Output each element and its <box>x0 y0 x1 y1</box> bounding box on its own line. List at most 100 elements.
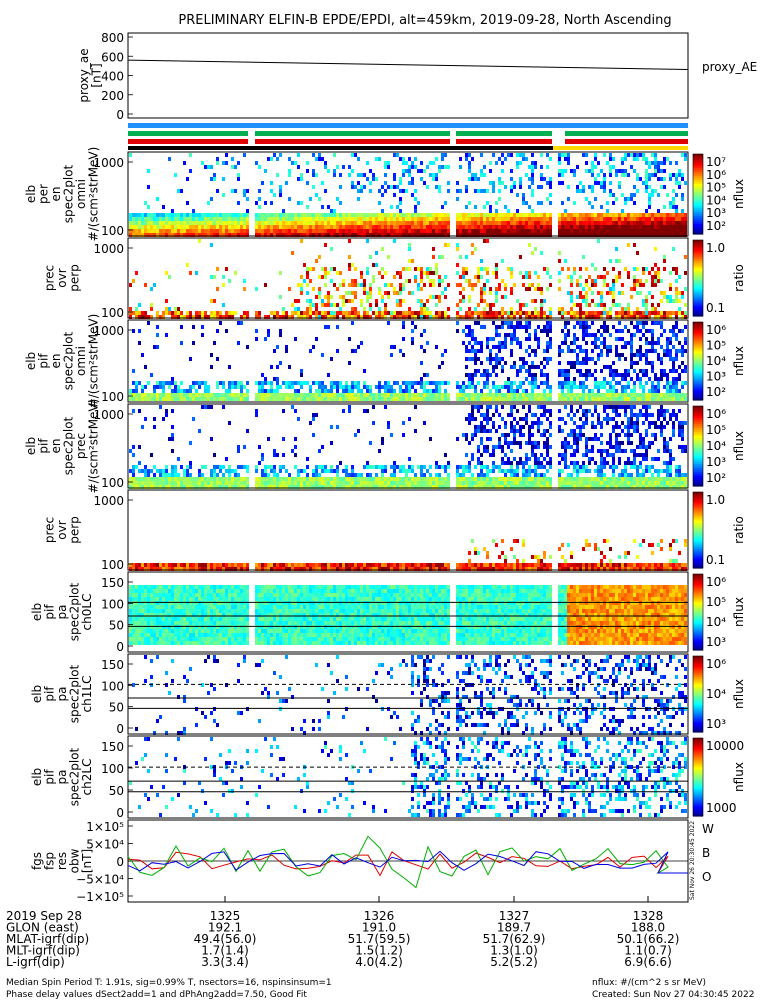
panel-e_perp_omni-cell <box>129 229 132 233</box>
panel-e_pif_prec-cell <box>498 469 501 473</box>
panel-e_pif_omni-cell <box>486 341 489 345</box>
panel-e_prec_ovr_perp-cell <box>300 311 303 315</box>
panel-e_pif_prec-cell <box>480 473 483 477</box>
panel-e_pif_omni-cell <box>567 349 570 353</box>
panel-e_pif_omni-cell <box>681 397 684 401</box>
panel-e_perp_omni-cell <box>561 213 564 217</box>
panel-e_pif_prec-cell <box>351 465 354 469</box>
panel-e_pif_prec-cell <box>522 481 525 485</box>
panel-e_pif_omni-cell <box>633 385 636 389</box>
panel-e_perp_omni-cell <box>468 169 471 173</box>
panel-e_prec_ovr_perp-cell <box>504 311 507 315</box>
panel-e_prec_ovr_perp-cell <box>642 311 645 315</box>
panel-e_perp_omni-cell <box>384 173 387 177</box>
panel-e_pif_prec-cell <box>219 481 222 485</box>
panel-e_prec_ovr_perp-cell <box>579 315 582 319</box>
panel-e_perp_omni-cell <box>540 185 543 189</box>
panel-e_perp_omni-cell <box>258 205 261 209</box>
panel-e_perp_omni-cell <box>435 221 438 225</box>
panel-e_pif_prec-cell <box>474 405 477 409</box>
panel-e_perp_omni-cell <box>624 201 627 205</box>
panel-e_perp_omni-cell <box>375 225 378 229</box>
panel-e_prec_ovr_perp-cell <box>633 279 636 283</box>
panel-e_perp_omni-cell <box>630 213 633 217</box>
panel-e_pif_omni-cell <box>663 385 666 389</box>
panel-e_pif_prec-cell <box>486 473 489 477</box>
panel-e_pif_omni-cell <box>465 325 468 329</box>
panel-e_pif_prec-cell <box>165 469 168 473</box>
panel-e_pif_omni-cell <box>621 329 624 333</box>
panel-e_perp_omni-cell <box>483 189 486 193</box>
panel-e_pif_prec-cell <box>543 429 546 433</box>
panel-e_pif_prec-cell <box>144 417 147 421</box>
panel-e_prec_ovr_perp-cell <box>312 311 315 315</box>
panel-e_perp_omni-cell <box>666 213 669 217</box>
panel-e_perp_omni-cell <box>162 229 165 233</box>
panel-e_pif_omni-cell <box>486 381 489 385</box>
panel-e_prec_ovr_perp-cell <box>327 291 330 295</box>
panel-e_perp_omni-cell <box>579 217 582 221</box>
panel-e_pif_prec-cell <box>360 485 363 489</box>
panel-e_perp_omni-cell <box>432 217 435 221</box>
panel-e_prec_ovr_perp-cell <box>168 311 171 315</box>
panel-e_perp_omni-colorbar-band <box>693 178 703 181</box>
panel-e_pif_omni-cell <box>444 397 447 401</box>
panel-e_prec_ovr_perp-cell <box>318 295 321 299</box>
panel-e_perp_omni-cell <box>237 225 240 229</box>
panel-e_pif_prec-cell <box>438 477 441 481</box>
panel-e_pif_omni-cell <box>267 329 270 333</box>
panel-e_prec_ovr_perp-cell <box>321 315 324 319</box>
panel-e_pif_prec-cell <box>546 477 549 481</box>
panel-e_pif_omni-cell <box>534 333 537 337</box>
panel-e_perp_omni-cell <box>603 221 606 225</box>
panel-e_perp_omni-cell <box>561 225 564 229</box>
panel-e_perp_omni-cell <box>561 221 564 225</box>
panel-e_pif_omni-cell <box>330 389 333 393</box>
panel-e_perp_omni-cell <box>282 221 285 225</box>
panel-e_pif_omni-cell <box>486 397 489 401</box>
panel-e_perp_omni-cell <box>231 213 234 217</box>
panel-e_pif_omni-cell <box>537 325 540 329</box>
panel-e_perp_omni-cell <box>558 161 561 165</box>
panel-e_perp_omni-cell <box>597 217 600 221</box>
panel-e_prec_ovr_perp-colorbar-band <box>693 268 703 271</box>
panel-e_prec_ovr_perp-cell <box>402 315 405 319</box>
panel-e_pif_prec-cell <box>138 445 141 449</box>
panel-e_perp_omni-cell <box>303 213 306 217</box>
panel-e_perp_omni-cell <box>648 205 651 209</box>
panel-e_prec_ovr_perp-cell <box>192 315 195 319</box>
panel-e_perp_omni-cell <box>657 233 660 237</box>
panel-e_pif_omni-cell <box>180 393 183 397</box>
panel-e_perp_omni-cell <box>339 201 342 205</box>
panel-e_perp_omni-cell <box>618 217 621 221</box>
panel-e_pif_omni-cell <box>486 385 489 389</box>
panel-e_prec_ovr_perp-cell <box>342 295 345 299</box>
panel-e_pif_prec-cell <box>480 425 483 429</box>
panel-e_perp_omni-cell <box>636 217 639 221</box>
panel-e_perp_omni-cell <box>654 165 657 169</box>
panel-e_pif_omni-cell <box>660 397 663 401</box>
panel-e_pif_prec-cell <box>537 473 540 477</box>
panel-e_pif_omni-cell <box>507 397 510 401</box>
panel-e_perp_omni-cell <box>225 233 228 237</box>
panel-e_prec_ovr_perp-cell <box>468 315 471 319</box>
panel-e_pif_prec-cell <box>246 485 249 489</box>
panel-e_prec_ovr_perp-cell <box>675 271 678 275</box>
panel-e_pif_prec-cell <box>543 473 546 477</box>
panel-e_perp_omni-cell <box>156 225 159 229</box>
panel-e_pif_omni-cell <box>570 365 573 369</box>
panel-e_pif_prec-cell <box>321 445 324 449</box>
panel-e_pif_omni-cell <box>336 393 339 397</box>
panel-e_perp_omni-cell <box>264 229 267 233</box>
panel-e_perp_omni-cell <box>129 221 132 225</box>
panel-e_prec_ovr_perp-cell <box>645 307 648 311</box>
panel-e_perp_omni-cell <box>468 217 471 221</box>
panel-e_pif_prec-cell <box>369 441 372 445</box>
panel-e_pif_omni-cell <box>522 393 525 397</box>
panel-e_perp_omni-cell <box>420 213 423 217</box>
panel-e_perp_omni-cell <box>345 233 348 237</box>
panel-e_perp_omni-cell <box>681 153 684 157</box>
panel-e_prec_ovr_perp-cell <box>402 267 405 271</box>
panel-e_pif_prec-cell <box>348 405 351 409</box>
panel-e_pif_omni-cell <box>666 381 669 385</box>
